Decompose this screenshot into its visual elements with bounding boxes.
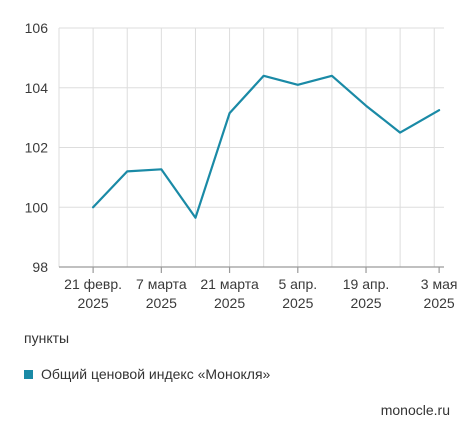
x-tick-label-year: 2025 [282, 295, 313, 311]
x-tick-label: 21 марта [200, 276, 259, 292]
legend: Общий ценовой индекс «Монокля» [24, 366, 270, 382]
x-tick-label: 19 апр. [343, 276, 390, 292]
legend-swatch [24, 369, 33, 379]
x-tick-label: 3 мая [421, 276, 458, 292]
y-tick-label: 104 [25, 80, 49, 96]
x-tick-label-year: 2025 [214, 295, 245, 311]
x-gridlines [58, 28, 435, 267]
y-gridlines [59, 27, 444, 208]
x-tick-label-year: 2025 [424, 295, 455, 311]
x-tick-label-year: 2025 [146, 295, 177, 311]
x-tick-label-year: 2025 [350, 295, 381, 311]
source-label: monocle.ru [380, 402, 450, 418]
y-unit-label: пункты [24, 330, 70, 346]
y-tick-labels: 98 100 102 104 106 [25, 20, 49, 275]
legend-label: Общий ценовой индекс «Монокля» [41, 366, 271, 382]
y-tick-label: 106 [25, 20, 49, 36]
x-axis-ticks [92, 267, 440, 273]
series-line [91, 74, 441, 219]
y-tick-label: 102 [25, 140, 49, 156]
x-tick-labels: 21 февр. 2025 7 марта 2025 21 марта 2025 5 апр… [64, 276, 457, 311]
x-tick-label: 21 февр. [64, 276, 122, 292]
x-tick-label-year: 2025 [78, 295, 109, 311]
x-tick-label: 5 апр. [278, 276, 317, 292]
x-tick-label: 7 марта [136, 276, 187, 292]
y-tick-label: 98 [32, 259, 48, 275]
y-tick-label: 100 [25, 199, 49, 215]
